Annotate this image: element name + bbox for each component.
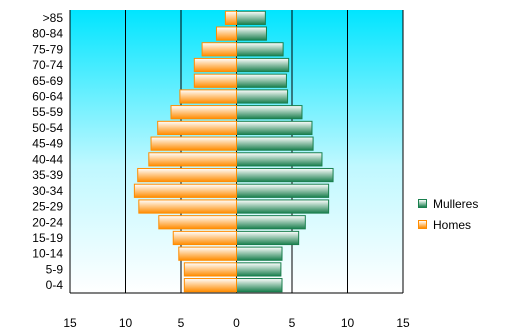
y-tick-label: 65-69 <box>32 74 63 88</box>
gridlines <box>69 10 404 294</box>
y-tick-label: 30-34 <box>32 184 63 198</box>
bar-mulleres-11 <box>236 183 330 198</box>
legend-label-homes: Homes <box>433 217 472 232</box>
bar-mulleres-13 <box>236 215 306 230</box>
bar-mulleres-2 <box>236 42 284 57</box>
bar-mulleres-3 <box>236 57 290 73</box>
bar-homes-1 <box>216 26 238 41</box>
bar-homes-16 <box>183 262 237 277</box>
y-tick-label: 70-74 <box>32 58 63 72</box>
y-tick-label: 15-19 <box>32 231 63 245</box>
bar-mulleres-9 <box>236 152 323 167</box>
y-tick-label: 10-14 <box>32 247 63 261</box>
bar-homes-7 <box>157 120 237 136</box>
y-tick-label: 50-54 <box>32 121 63 135</box>
bar-homes-14 <box>172 230 237 246</box>
bar-homes-6 <box>170 105 237 120</box>
bar-homes-17 <box>183 278 237 293</box>
bar-homes-0 <box>224 10 237 25</box>
bar-mulleres-1 <box>236 26 267 41</box>
bar-mulleres-12 <box>236 199 330 214</box>
y-tick-label: 40-44 <box>32 152 63 166</box>
bar-mulleres-15 <box>236 246 283 261</box>
x-tick-label: 15 <box>63 316 77 330</box>
bar-mulleres-7 <box>236 120 313 136</box>
bar-mulleres-4 <box>236 73 287 88</box>
bars <box>133 10 334 293</box>
y-tick-label: 5-9 <box>46 262 64 276</box>
bar-homes-15 <box>178 246 237 261</box>
y-tick-label: >85 <box>43 11 64 25</box>
y-tick-label: 75-79 <box>32 42 63 56</box>
x-tick-label: 15 <box>396 316 410 330</box>
legend-swatch-mulleres <box>418 199 427 208</box>
bar-mulleres-8 <box>236 136 314 151</box>
bar-homes-8 <box>150 136 237 151</box>
y-tick-label: 45-49 <box>32 137 63 151</box>
bar-mulleres-6 <box>236 105 303 120</box>
bar-mulleres-0 <box>236 10 266 25</box>
bar-mulleres-17 <box>236 278 283 293</box>
legend-item-mulleres: Mulleres <box>418 193 478 214</box>
bar-mulleres-16 <box>236 262 282 277</box>
x-tick-label: 10 <box>341 316 355 330</box>
bar-homes-3 <box>193 57 238 73</box>
bar-homes-9 <box>148 152 237 167</box>
bar-mulleres-14 <box>236 230 300 246</box>
x-axis-tick-labels: 15 10 5 0 5 10 15 <box>63 316 410 330</box>
bar-homes-10 <box>137 167 238 183</box>
legend-item-homes: Homes <box>418 214 478 235</box>
legend-label-mulleres: Mulleres <box>433 196 479 211</box>
bar-mulleres-10 <box>236 167 334 183</box>
y-tick-label: 25-29 <box>32 200 63 214</box>
x-tick-label: 10 <box>119 316 133 330</box>
bar-homes-11 <box>133 183 238 198</box>
legend: Mulleres Homes <box>418 193 478 235</box>
bar-homes-4 <box>193 73 238 88</box>
bar-mulleres-5 <box>236 89 289 104</box>
y-tick-label: 35-39 <box>32 168 63 182</box>
legend-swatch-homes <box>418 220 427 229</box>
bar-homes-12 <box>138 199 238 214</box>
x-tick-label: 0 <box>233 316 240 330</box>
x-tick-label: 5 <box>289 316 296 330</box>
y-tick-label: 80-84 <box>32 27 63 41</box>
y-tick-label: 20-24 <box>32 215 63 229</box>
bar-homes-5 <box>179 89 237 104</box>
y-tick-label: 55-59 <box>32 105 63 119</box>
bar-homes-13 <box>158 215 237 230</box>
y-tick-label: 60-64 <box>32 89 63 103</box>
x-tick-label: 5 <box>178 316 185 330</box>
bar-homes-2 <box>201 42 237 57</box>
y-tick-label: 0-4 <box>46 278 64 292</box>
